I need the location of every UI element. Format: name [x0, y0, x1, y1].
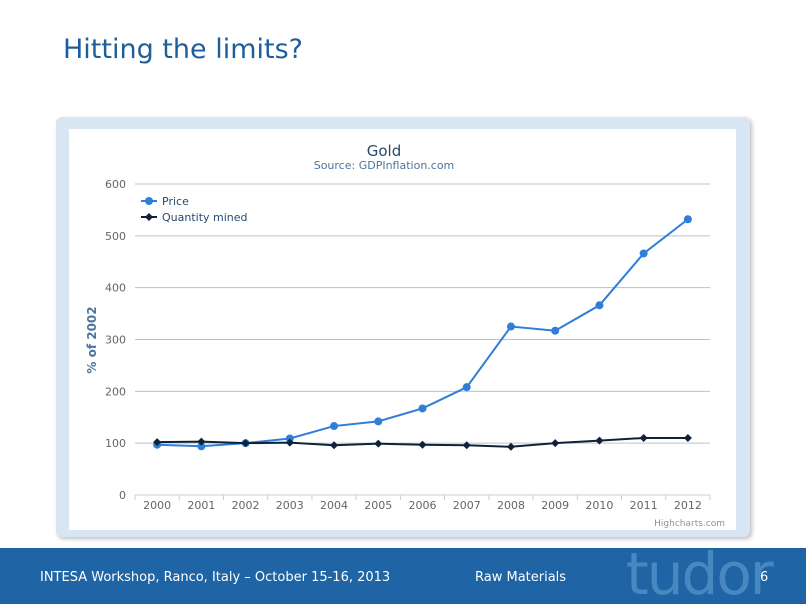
quantity-mined-point [330, 441, 339, 450]
x-tick-label: 2006 [409, 499, 437, 512]
price-point [197, 442, 206, 451]
chart-legend[interactable]: Price Quantity mined [141, 195, 248, 224]
x-tick-label: 2009 [541, 499, 569, 512]
legend-marker [145, 197, 153, 205]
x-tick-label: 2008 [497, 499, 525, 512]
chart-title: Gold [367, 142, 402, 160]
footer-section: Raw Materials [475, 570, 567, 585]
quantity-mined-point [197, 437, 206, 446]
y-tick-label: 500 [105, 230, 126, 243]
quantity-mined-point [551, 439, 560, 448]
footer-bar: tudor INTESA Workshop, Ranco, Italy – Oc… [0, 548, 806, 604]
quantity-mined-point [285, 438, 294, 447]
x-tick-label: 2002 [232, 499, 260, 512]
price-point [374, 417, 383, 426]
legend-marker [145, 213, 153, 221]
quantity-mined-point [506, 442, 515, 451]
legend-item-price[interactable]: Price [162, 195, 189, 208]
x-tick-label: 2001 [187, 499, 215, 512]
quantity-mined-point [418, 440, 427, 449]
footer-event: INTESA Workshop, Ranco, Italy – October … [40, 570, 391, 585]
legend-item-quantity-mined[interactable]: Quantity mined [162, 211, 248, 224]
price-point [330, 422, 339, 431]
tudor-logo: tudor [626, 548, 774, 604]
x-tick-label: 2000 [143, 499, 171, 512]
y-tick-label: 400 [105, 282, 126, 295]
x-tick-label: 2004 [320, 499, 348, 512]
y-tick-label: 100 [105, 437, 126, 450]
footer-page-number: 6 [760, 570, 769, 585]
y-tick-label: 200 [105, 385, 126, 398]
chart-background [69, 129, 736, 530]
x-tick-label: 2010 [585, 499, 613, 512]
x-tick-label: 2007 [453, 499, 481, 512]
quantity-mined-point [153, 438, 162, 447]
chart-subtitle: Source: GDPInflation.com [314, 159, 455, 172]
price-point [418, 404, 427, 413]
y-tick-label: 600 [105, 178, 126, 191]
y-axis-label: % of 2002 [85, 306, 99, 373]
price-point [551, 326, 560, 335]
price-point [639, 249, 648, 258]
quantity-mined-point [241, 439, 250, 448]
quantity-mined-point [639, 433, 648, 442]
slide-title: Hitting the limits? [63, 34, 303, 65]
chart-credits[interactable]: Highcharts.com [654, 519, 725, 529]
price-point [595, 301, 604, 310]
x-tick-label: 2005 [364, 499, 392, 512]
price-point [683, 215, 692, 224]
gold-chart: Gold Source: GDPInflation.com 0 100 200 300… [85, 142, 725, 529]
quantity-mined-point [683, 433, 692, 442]
quantity-mined-point [462, 441, 471, 450]
price-point [462, 383, 471, 392]
x-tick-label: 2003 [276, 499, 304, 512]
x-tick-label: 2011 [630, 499, 658, 512]
y-tick-label: 0 [119, 489, 126, 502]
price-point [506, 322, 515, 331]
price-point [285, 434, 294, 443]
y-tick-label: 300 [105, 334, 126, 347]
quantity-mined-point [374, 439, 383, 448]
x-tick-label: 2012 [674, 499, 702, 512]
quantity-mined-point [595, 436, 604, 445]
